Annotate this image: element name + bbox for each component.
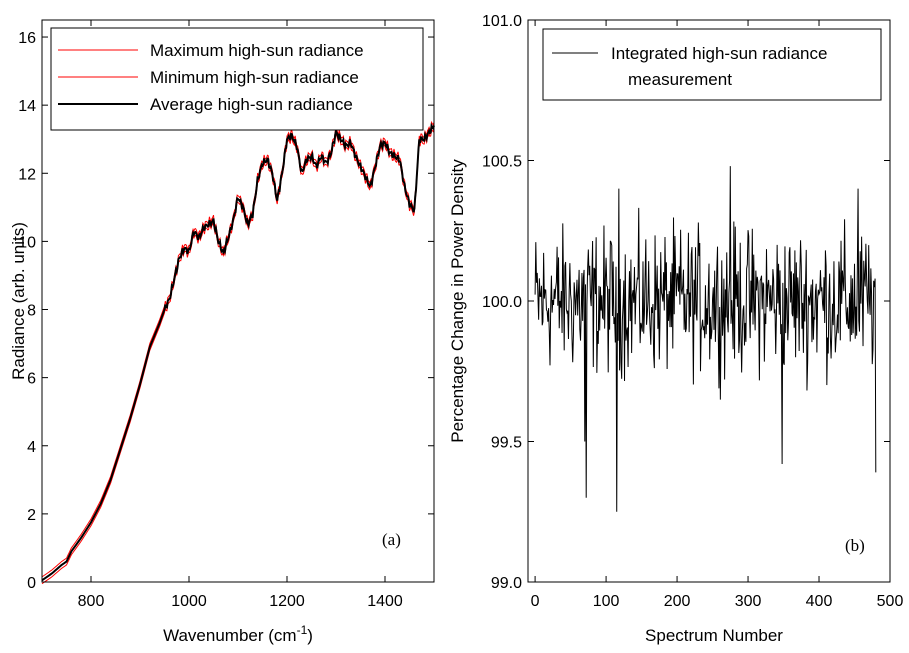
panel-a-y-tick-label: 0 — [27, 575, 36, 592]
panel-b-y-axis-label: Percentage Change in Power Density — [448, 159, 467, 443]
panel-b-ticks: 0 100 200 300 400 500 99.0 99.5 100.0 100.5 101.0 — [482, 13, 903, 610]
panel-a-series-minimum — [41, 127, 435, 585]
x-axis-label-close: ) — [307, 626, 313, 645]
panel-b-x-tick-label: 200 — [664, 593, 691, 610]
panel-b-x-tick-label: 300 — [735, 593, 762, 610]
panel-a-y-tick-label: 8 — [27, 303, 36, 320]
panel-b-x-tick-label: 0 — [531, 593, 540, 610]
panel-a-y-tick-label: 4 — [27, 439, 36, 456]
panel-a-y-axis-label: Radiance (arb. units) — [9, 222, 28, 380]
panel-a-legend-box — [50, 27, 424, 131]
panel-b-x-tick-label: 100 — [593, 593, 620, 610]
panel-a-label: (a) — [382, 530, 401, 549]
panel-b-legend: Integrated high-sun radiance measurement — [542, 28, 882, 101]
panel-a-series-average — [41, 122, 435, 582]
panel-b-y-tick-label: 100.0 — [482, 294, 522, 311]
legend-label-average: Average high-sun radiance — [150, 95, 353, 114]
panel-a-series-maximum — [41, 120, 435, 578]
panel-a-x-tick-label: 1400 — [367, 593, 403, 610]
panel-a-y-tick-label: 10 — [18, 234, 36, 251]
panel-a-y-tick-label: 12 — [18, 166, 36, 183]
panel-b-legend-box — [542, 28, 882, 101]
panel-b-label: (b) — [845, 536, 865, 555]
legend-label-maximum: Maximum high-sun radiance — [150, 41, 364, 60]
panel-b-x-axis-label: Spectrum Number — [645, 626, 783, 645]
panel-a-x-axis-label: Wavenumber (cm-1) — [163, 623, 313, 645]
panel-a-y-tick-label: 16 — [18, 30, 36, 47]
panel-b-y-tick-label: 101.0 — [482, 13, 522, 30]
panel-a-x-tick-label: 1000 — [171, 593, 207, 610]
legend-label-integrated: Integrated high-sun radiance — [611, 44, 827, 63]
panel-a-y-tick-label: 14 — [18, 98, 36, 115]
panel-b-axes-frame — [527, 19, 891, 583]
panel-a-y-tick-label: 6 — [27, 371, 36, 388]
panel-b: 0 100 200 300 400 50099.099.5100.0100.5101.0 … — [448, 13, 903, 645]
panel-b-y-tick-label: 100.5 — [482, 154, 522, 171]
panel-b-x-tick-label: 500 — [877, 593, 904, 610]
panel-a-axes-frame — [41, 19, 435, 583]
panel-b-x-tick-label: 400 — [806, 593, 833, 610]
panel-b-y-tick-label: 99.0 — [491, 575, 522, 592]
panel-a-ticks: 800 1000 1200 1400 0 2 4 6 8 10 12 14 16 — [18, 20, 434, 610]
panel-b-plot-area — [534, 166, 877, 512]
panel-a-plot-area — [41, 120, 435, 585]
x-axis-label-superscript: -1 — [297, 623, 308, 637]
panel-a-x-tick-label: 1200 — [269, 593, 305, 610]
panel-b-y-tick-label: 99.5 — [491, 435, 522, 452]
panel-a: 800 1000 1200 1400 0 2 4 6 8 10 12 14 16 Maximum hig… — [9, 19, 435, 645]
legend-label-integrated-line2: measurement — [628, 70, 732, 89]
legend-label-minimum: Minimum high-sun radiance — [150, 68, 359, 87]
panel-a-legend: Maximum high-sun radiance Minimum high-s… — [50, 27, 424, 131]
panel-a-y-tick-label: 2 — [27, 507, 36, 524]
x-axis-label-text: Wavenumber (cm — [163, 626, 297, 645]
panel-a-x-tick-label: 800 — [78, 593, 105, 610]
panel-b-series-integrated — [534, 166, 877, 512]
